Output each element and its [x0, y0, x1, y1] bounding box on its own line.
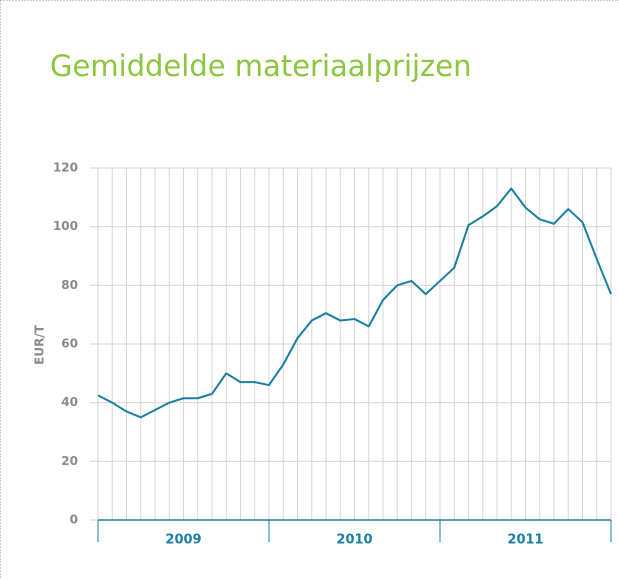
year-label: 2011	[507, 533, 543, 548]
y-tick-label: 80	[61, 278, 78, 292]
y-tick-label: 60	[61, 337, 78, 351]
chart-title: Gemiddelde materiaalprijzen	[50, 49, 472, 83]
year-label: 2009	[165, 533, 201, 548]
y-tick-label: 20	[61, 454, 78, 468]
year-label: 2010	[336, 533, 372, 548]
y-tick-label: 0	[70, 513, 78, 527]
y-tick-label: 40	[61, 395, 78, 409]
y-axis-label: EUR/T	[33, 324, 47, 365]
data-line	[97, 187, 612, 419]
y-tick-label: 100	[53, 219, 78, 233]
y-tick-label: 120	[53, 161, 78, 175]
